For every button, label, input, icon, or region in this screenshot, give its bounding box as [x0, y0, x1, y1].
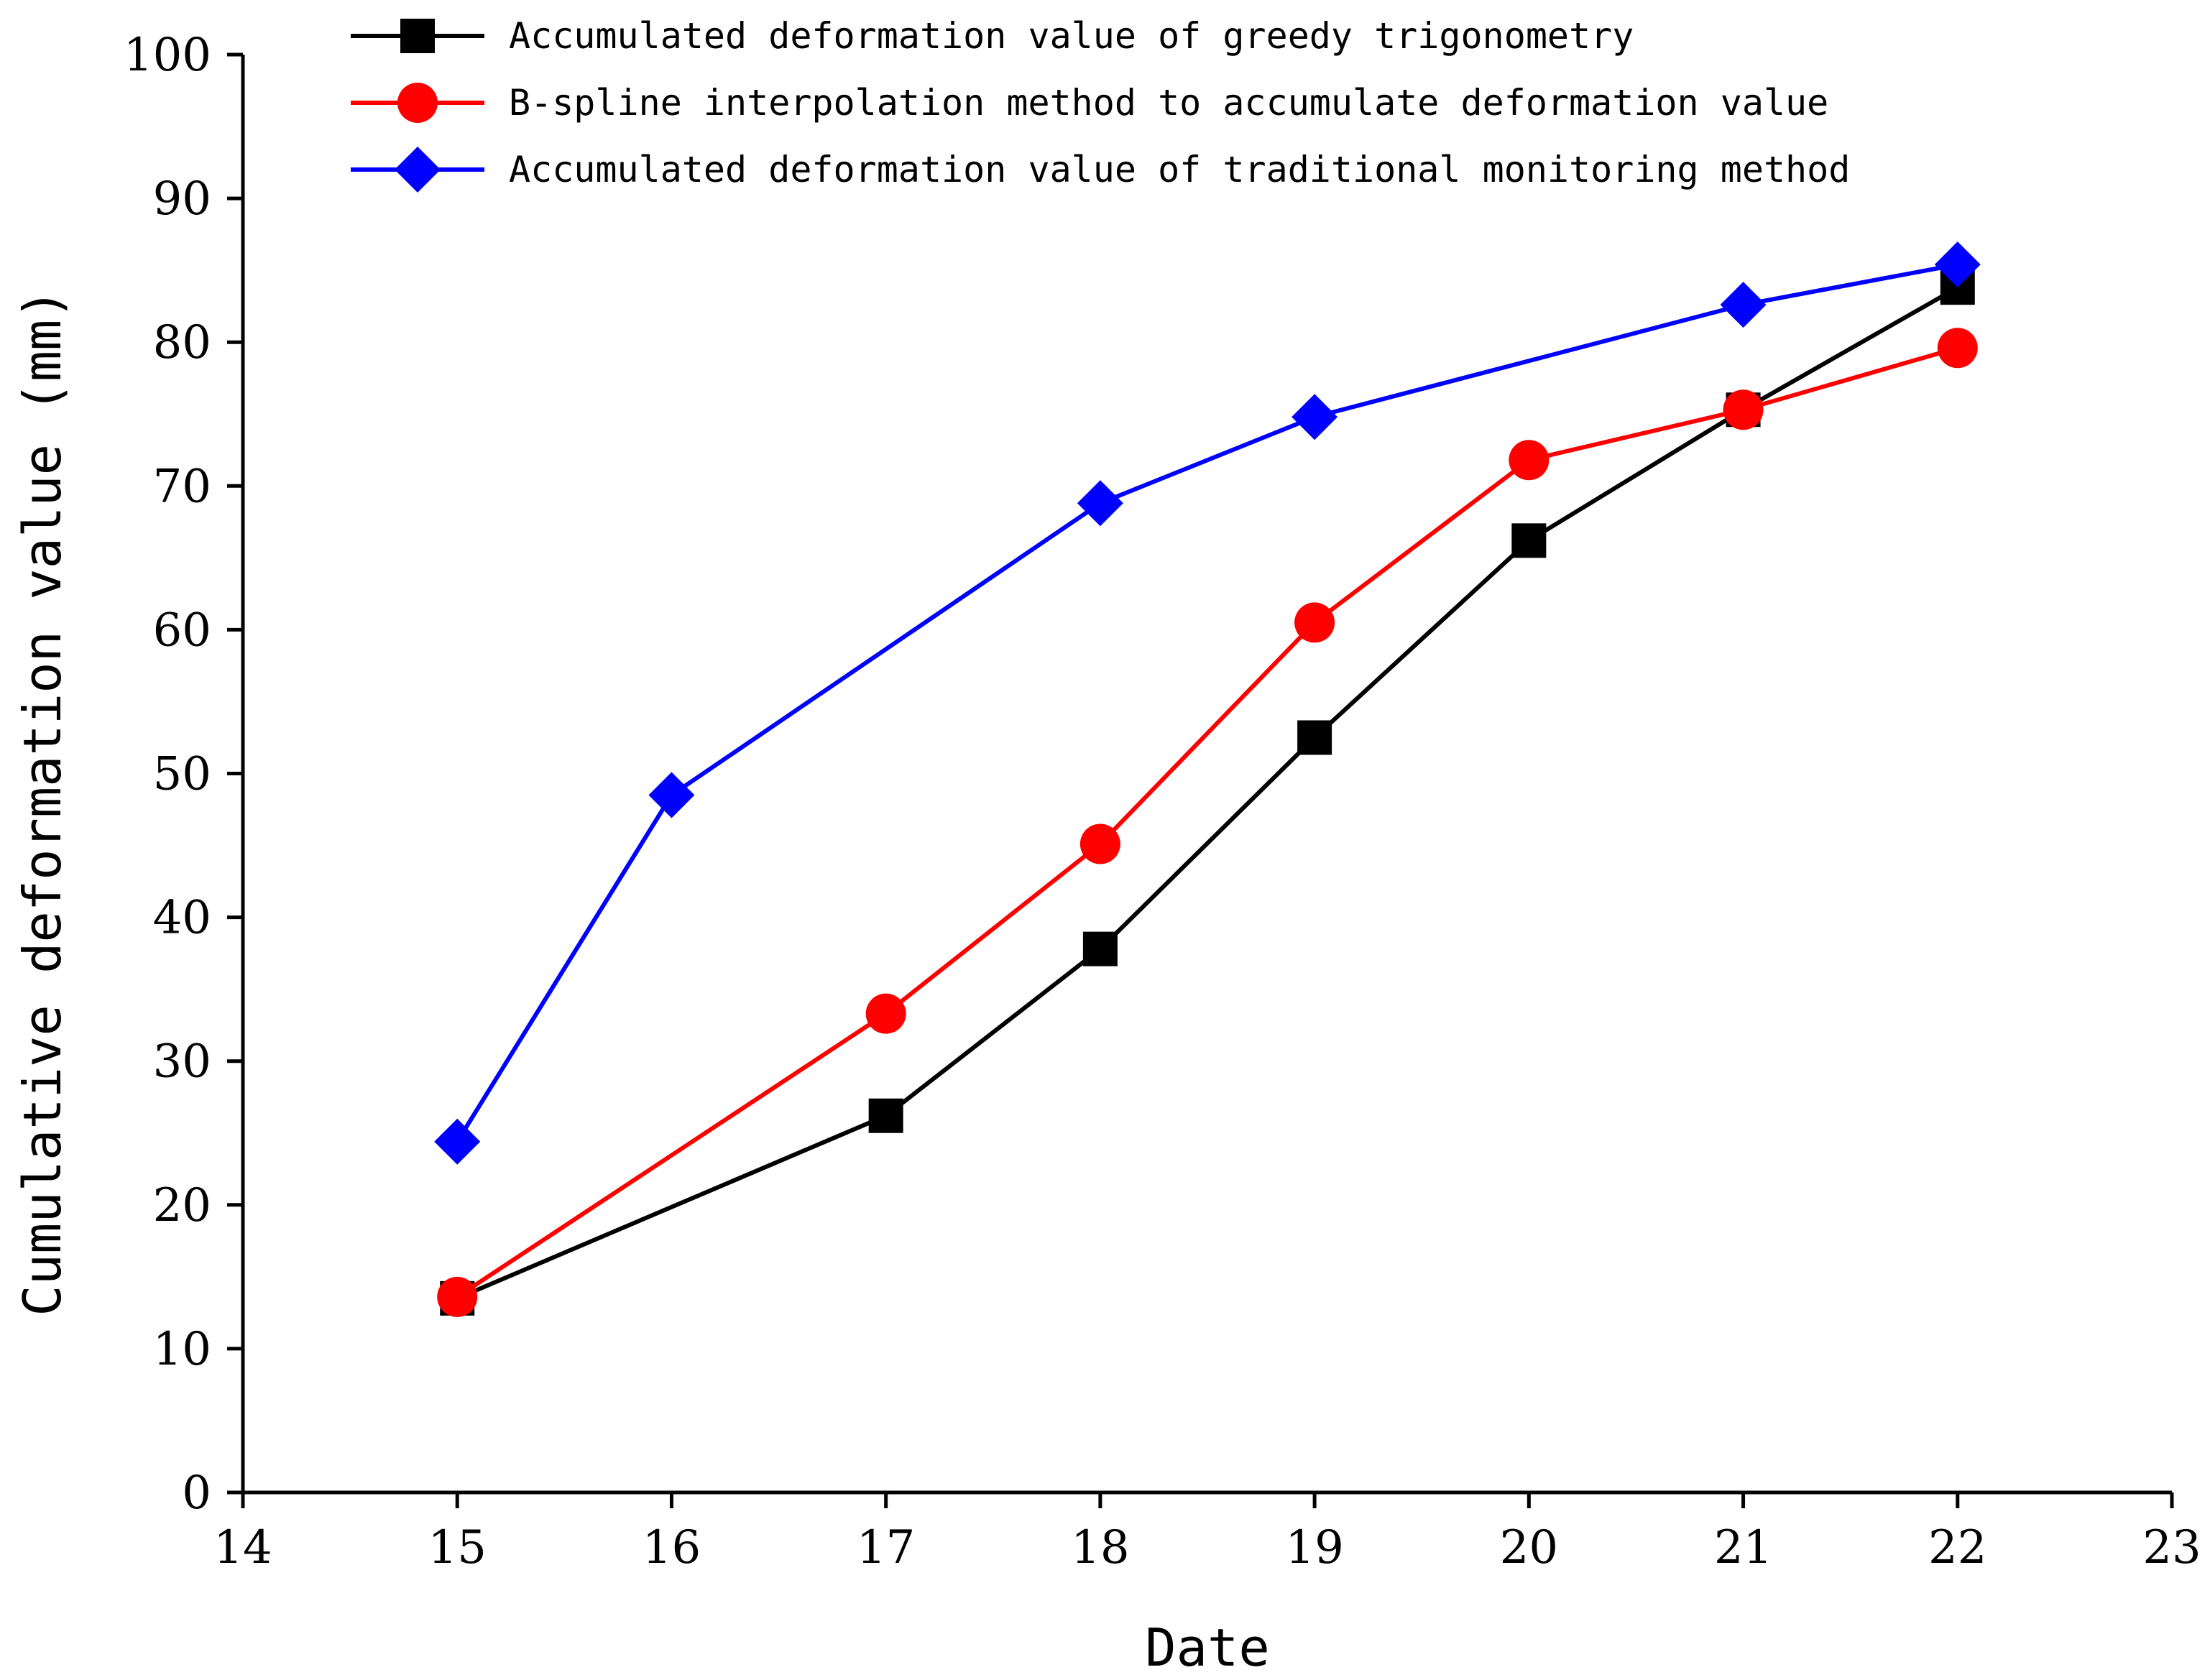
y-tick-label: 50 [153, 748, 211, 801]
x-tick-label: 23 [2142, 1521, 2201, 1574]
data-point-diamond [1934, 241, 1981, 288]
data-point-circle [1509, 440, 1550, 481]
legend: Accumulated deformation value of greedy … [351, 15, 1850, 193]
legend-label: Accumulated deformation value of traditi… [509, 149, 1850, 190]
y-tick-label: 80 [153, 316, 211, 369]
series-line [455, 262, 1958, 1143]
legend-item-2: B-spline interpolation method to accumul… [351, 82, 1828, 124]
y-tick-label: 40 [153, 892, 211, 945]
x-tick-label: 15 [428, 1521, 487, 1574]
data-point-circle [865, 993, 906, 1034]
series-3 [434, 241, 1981, 1165]
data-point-diamond [648, 772, 695, 818]
y-tick-label: 30 [153, 1035, 211, 1089]
y-tick-label: 90 [153, 172, 211, 226]
x-tick-label: 16 [643, 1521, 701, 1574]
x-tick-label: 14 [213, 1521, 272, 1574]
y-tick-label: 20 [153, 1179, 211, 1232]
y-tick-label: 10 [153, 1323, 211, 1376]
y-tick-label: 0 [182, 1467, 211, 1520]
y-tick-label: 100 [124, 29, 211, 82]
ticks: 0 10 20 30 40 50 60 70 80 90 100 14 15 16 17 18 19 20 21 22… [124, 29, 2201, 1574]
x-axis-title: Date [1145, 1617, 1269, 1678]
data-point-square [1511, 523, 1547, 558]
data-point-square [1082, 931, 1118, 966]
x-tick-label: 20 [1500, 1521, 1558, 1574]
x-tick-label: 22 [1928, 1521, 1986, 1574]
data-point-square [868, 1098, 903, 1133]
data-point-circle [1937, 328, 1978, 369]
series-2 [437, 328, 1978, 1317]
data-point-circle [437, 1276, 478, 1317]
y-axis-title: Cumulative deformation value (mm) [12, 288, 73, 1316]
data-point-diamond [395, 147, 441, 193]
data-point-circle [1079, 823, 1120, 864]
legend-item-1: Accumulated deformation value of greedy … [351, 15, 1634, 57]
x-tick-label: 21 [1714, 1521, 1772, 1574]
x-tick-label: 19 [1285, 1521, 1343, 1574]
x-tick-label: 17 [857, 1521, 915, 1574]
series-line [456, 346, 1958, 1299]
data-point-square [400, 19, 435, 53]
axes [241, 55, 2172, 1495]
data-point-circle [1294, 602, 1335, 643]
legend-item-3: Accumulated deformation value of traditi… [351, 147, 1850, 193]
series-layer [434, 241, 1981, 1317]
data-point-circle [397, 83, 438, 123]
data-point-diamond [434, 1118, 481, 1165]
x-tick-label: 18 [1071, 1521, 1129, 1574]
data-point-square [1297, 720, 1332, 755]
y-tick-label: 60 [153, 604, 211, 657]
data-point-diamond [1077, 480, 1123, 527]
data-point-diamond [1292, 394, 1338, 440]
y-tick-label: 70 [153, 460, 211, 513]
legend-label: Accumulated deformation value of greedy … [509, 15, 1634, 57]
legend-label: B-spline interpolation method to accumul… [509, 82, 1828, 124]
data-point-diamond [1720, 282, 1767, 328]
data-point-circle [1723, 389, 1764, 430]
